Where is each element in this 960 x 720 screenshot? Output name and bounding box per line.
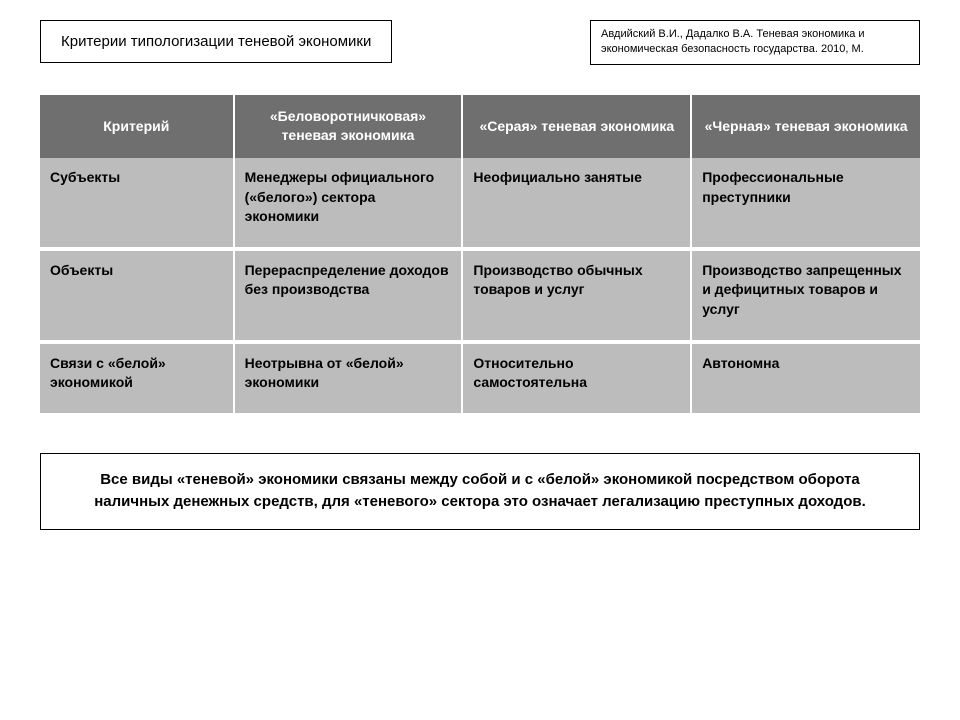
table-cell: Связи с «белой» экономикой xyxy=(40,342,234,413)
table-cell: Субъекты xyxy=(40,158,234,249)
table-header: «Беловоротничковая» теневая экономика xyxy=(234,95,463,158)
top-row: Критерии типологизации теневой экономики… xyxy=(40,20,920,65)
table-cell: Профессиональные преступники xyxy=(691,158,920,249)
table-row: Объекты Перераспределение доходов без пр… xyxy=(40,249,920,342)
page-title: Критерии типологизации теневой экономики xyxy=(40,20,392,63)
citation-box: Авдийский В.И., Дадалко В.А. Теневая эко… xyxy=(590,20,920,65)
table-row: Связи с «белой» экономикой Неотрывна от … xyxy=(40,342,920,413)
table-cell: Автономна xyxy=(691,342,920,413)
table-row: Субъекты Менеджеры официального («белого… xyxy=(40,158,920,249)
table-cell: Перераспределение доходов без производст… xyxy=(234,249,463,342)
footer-note: Все виды «теневой» экономики связаны меж… xyxy=(40,453,920,530)
table-cell: Производство запрещенных и дефицитных то… xyxy=(691,249,920,342)
table-header: «Черная» теневая экономика xyxy=(691,95,920,158)
table-header: Критерий xyxy=(40,95,234,158)
table-cell: Неофициально занятые xyxy=(462,158,691,249)
table-cell: Объекты xyxy=(40,249,234,342)
table-cell: Менеджеры официального («белого») сектор… xyxy=(234,158,463,249)
table-cell: Относительно самостоятельна xyxy=(462,342,691,413)
table-cell: Неотрывна от «белой» экономики xyxy=(234,342,463,413)
typology-table: Критерий «Беловоротничковая» теневая эко… xyxy=(40,95,920,413)
table-header-row: Критерий «Беловоротничковая» теневая эко… xyxy=(40,95,920,158)
table-cell: Производство обычных товаров и услуг xyxy=(462,249,691,342)
table-header: «Серая» теневая экономика xyxy=(462,95,691,158)
